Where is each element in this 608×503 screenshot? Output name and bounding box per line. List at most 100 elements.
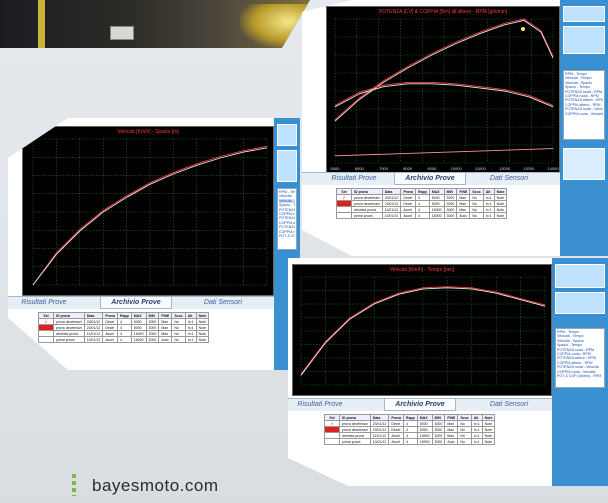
test-archive-table: Sel ID prova Data Prova Rapp MAX MIN FINE Scoc Al…	[336, 188, 508, 219]
chart-type-item[interactable]: Spazio - Tempo	[557, 343, 582, 348]
chart-type-item[interactable]: POTENZA ruota - Velocità	[565, 107, 603, 112]
tab-dati-sensori[interactable]: Dati Sensori	[489, 401, 529, 408]
chart-type-item[interactable]: COPPIA albero - RPM	[565, 102, 601, 107]
x-tick-label: 8000	[403, 166, 413, 171]
table-cell: No	[171, 336, 186, 343]
table-cell: 10/01/12	[369, 438, 390, 445]
table-row[interactable]: ✔ prova decelerazi 23/01/12 Decel 4 5000 3000 M…	[336, 194, 508, 201]
chart-type-item[interactable]: POTENZA ruota - Velocità	[557, 365, 599, 370]
chart-type-item[interactable]: Spazio - Tempo	[279, 203, 295, 208]
x-tick-label: 14000	[547, 166, 559, 171]
chart-type-item[interactable]: POTENZA ruota - RPM	[557, 347, 595, 352]
chart-type-item[interactable]: POTENZA albero - RPM	[279, 216, 295, 221]
tab-archivio-prove[interactable]: Archivio Prove	[394, 173, 466, 185]
x-tick-label: 9000	[427, 166, 437, 171]
tab-dati-sensori[interactable]: Dati Sensori	[489, 175, 529, 182]
chart-type-item[interactable]: Velocità - Spazio	[557, 338, 584, 343]
chart-type-item[interactable]: POTENZA albero - RPM	[565, 98, 603, 103]
chart-type-item[interactable]: RPM - Tempo	[565, 72, 587, 76]
speed-time-plot: Velocità [Km/h] - Tempo [sec]	[292, 264, 552, 396]
select-checkbox[interactable]	[336, 212, 352, 219]
table-cell: Accel	[388, 438, 405, 445]
chart-title: Velocità [Km/h] - Tempo [sec]	[389, 267, 455, 273]
chart-type-item[interactable]: POTENZA albero - RPM	[557, 356, 596, 361]
chart-type-item[interactable]: POTENZA ruota - Velocità	[279, 225, 295, 230]
chart-type-item[interactable]: Spazio - Tempo	[565, 85, 590, 90]
x-tick-label: 6000	[355, 166, 365, 171]
table-cell: 16000	[416, 438, 433, 445]
series-line-3	[334, 83, 554, 108]
chart-type-item[interactable]: Velocità - Tempo	[279, 194, 295, 199]
table-cell: No	[469, 212, 484, 219]
tab-risultati-prove[interactable]: Risultati Prove	[331, 175, 377, 182]
select-checkbox[interactable]	[324, 438, 340, 445]
series-line-1	[300, 287, 546, 376]
chart-type-item[interactable]: RPM - Tempo	[557, 330, 579, 334]
table-row[interactable]: prima prova 10/01/12 Accel 4 16000 3000 Auto No…	[38, 336, 210, 343]
sidebar-panel	[555, 292, 605, 314]
series-line-0	[300, 286, 546, 375]
chart-type-item[interactable]: COPPIA ruota - Velocità	[557, 369, 596, 374]
chart-type-item[interactable]: COPPIA ruota - RPM	[279, 212, 295, 217]
photo-lamp-glow	[240, 4, 310, 48]
chart-type-item[interactable]: COPPIA ruota - Velocità	[279, 229, 295, 234]
table-cell: 3000	[431, 438, 446, 445]
chart-type-item[interactable]: COPPIA albero - RPM	[279, 220, 295, 225]
tab-bar: Risultati Prove Archivio Prove Dati Sens…	[288, 398, 552, 411]
table-cell: 16000	[428, 212, 445, 219]
sidebar-panel	[563, 148, 605, 180]
tab-bar: Risultati Prove Archivio Prove Dati Sens…	[8, 296, 274, 309]
sidebar-panel	[555, 264, 605, 288]
chart-type-item[interactable]: COPPIA ruota - RPM	[557, 352, 591, 357]
chart-title: Velocità [Km/h] - Spazio [m]	[117, 129, 179, 135]
chart-type-item[interactable]: COPPIA ruota - RPM	[565, 94, 599, 99]
chart-type-item[interactable]: Velocità - Spazio	[279, 198, 295, 204]
chart-type-item[interactable]: Velocità - Tempo	[557, 334, 584, 339]
sidebar-panel	[277, 150, 297, 182]
table-cell: h=1	[470, 438, 483, 445]
table-cell: 4	[117, 336, 132, 343]
tab-dati-sensori[interactable]: Dati Sensori	[203, 299, 243, 306]
power-torque-svg: 5000 6000 7000 8000 9000 10000 11000 12000 13000…	[331, 18, 559, 171]
table-row[interactable]: prova decelerazi 23/01/12 Decel 4 5000 3000 Ma…	[38, 324, 210, 331]
chart-type-item[interactable]: Velocità - Tempo	[565, 76, 592, 81]
screenshot-speed-distance: Velocità [Km/h] - Spazio [m] RPM - Tempo…	[8, 118, 300, 370]
table-cell: 3000	[145, 336, 160, 343]
test-archive-table: Sel ID prova Data Prova Rapp MAX MIN FINE Scoc Al…	[324, 414, 496, 445]
chart-type-item[interactable]: POTENZA ruota - RPM	[279, 207, 295, 212]
select-checkbox[interactable]	[38, 336, 54, 343]
table-row[interactable]: prima prova 10/01/12 Accel 4 16000 3000 Auto No…	[324, 438, 496, 445]
brand-logo-icon	[72, 474, 76, 496]
chart-type-item[interactable]: POT & COP (Albero) - RPM	[279, 234, 295, 239]
x-tick-label: 11000	[475, 166, 487, 171]
tab-archivio-prove[interactable]: Archivio Prove	[100, 297, 172, 309]
site-url[interactable]: bayesmoto.com	[92, 476, 219, 495]
chart-type-item[interactable]: POTENZA ruota - RPM	[565, 89, 603, 94]
table-cell: 4	[415, 212, 430, 219]
table-cell: 3000	[443, 212, 458, 219]
tab-bar: Risultati Prove Archivio Prove Dati Sens…	[302, 172, 560, 185]
tab-archivio-prove[interactable]: Archivio Prove	[384, 399, 456, 411]
chart-type-item[interactable]: COPPIA albero - RPM	[557, 360, 593, 365]
chart-title: POTENZA [CV] & COPPIA [Nm] all'albero - …	[378, 9, 508, 15]
chart-type-item[interactable]: POT & COP (Albero) - RPM	[557, 374, 602, 379]
series-line-0	[32, 145, 268, 286]
dyno-photo	[0, 0, 310, 48]
chart-type-item[interactable]: COPPIA ruota - Velocità	[565, 111, 603, 116]
tab-risultati-prove[interactable]: Risultati Prove	[297, 401, 343, 408]
table-row[interactable]: prima prova 10/01/12 Accel 4 16000 3000 Auto No…	[336, 212, 508, 219]
tab-risultati-prove[interactable]: Risultati Prove	[21, 299, 67, 306]
sidebar-panel	[563, 26, 605, 54]
series-line-4	[334, 148, 554, 157]
table-cell: 10/01/12	[381, 212, 402, 219]
table-cell: Auto	[444, 438, 459, 445]
table-cell: Auto	[158, 336, 173, 343]
table-cell: h=1	[184, 336, 197, 343]
chart-type-item[interactable]: Velocità - Spazio	[565, 80, 592, 85]
chart-type-item[interactable]: RPM - Tempo	[279, 190, 295, 194]
series-line-1	[32, 147, 268, 286]
table-cell: prima prova	[339, 438, 371, 445]
